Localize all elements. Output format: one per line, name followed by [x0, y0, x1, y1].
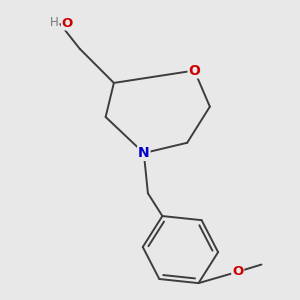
Text: H: H [50, 16, 59, 29]
Text: N: N [138, 146, 150, 160]
Text: O: O [232, 265, 243, 278]
Text: O: O [188, 64, 200, 77]
Text: O: O [61, 17, 73, 30]
